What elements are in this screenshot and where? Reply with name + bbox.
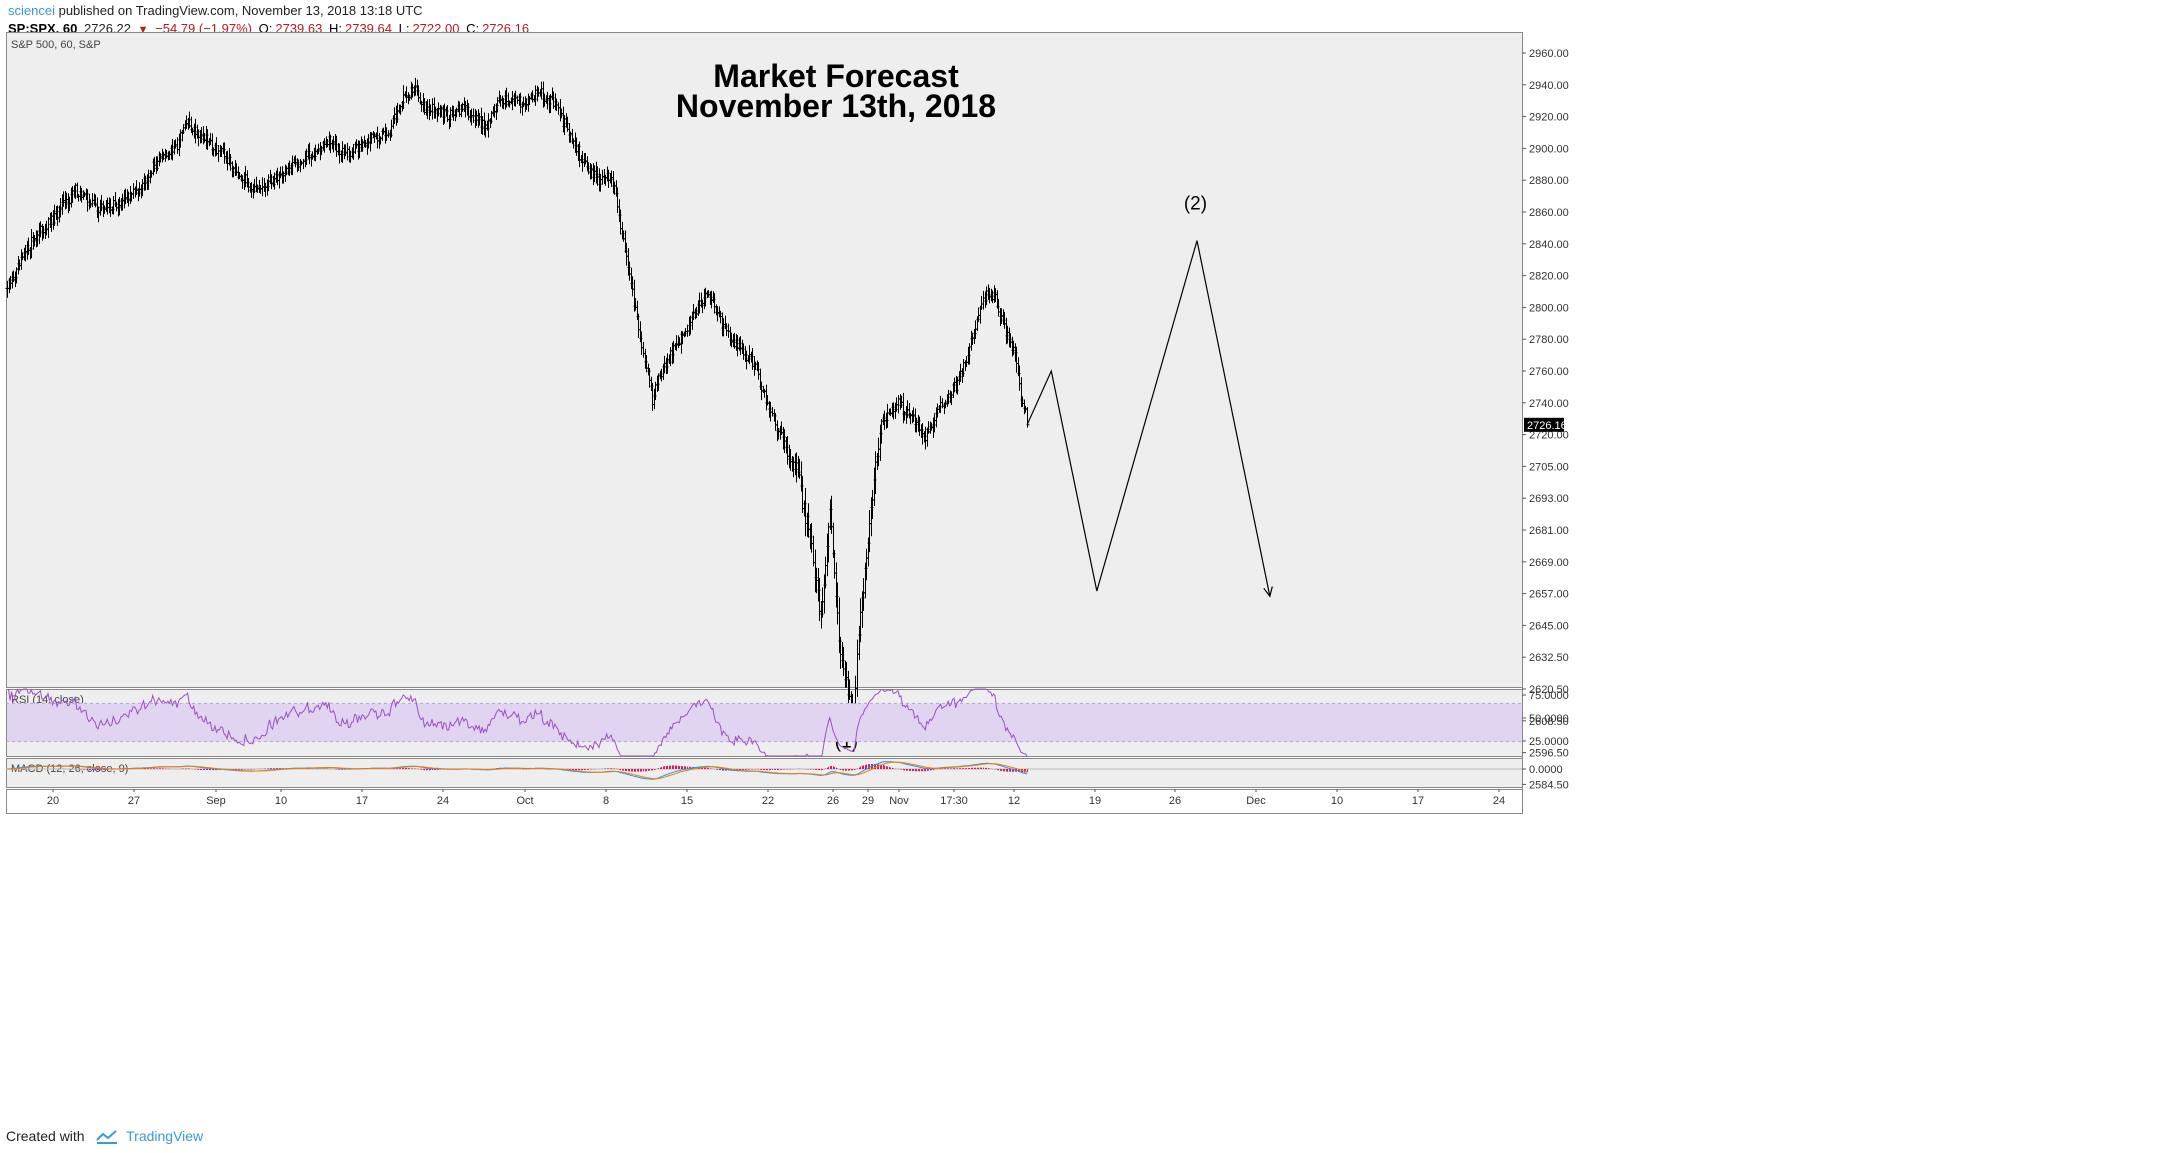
x-axis-label: 27 xyxy=(128,795,140,807)
x-axis-label: 26 xyxy=(827,795,839,807)
y-axis-label: 2860.00 xyxy=(1529,207,1569,219)
rsi-line xyxy=(8,688,1028,757)
y-axis-label: 2584.50 xyxy=(1529,779,1569,791)
x-axis-label: 29 xyxy=(862,795,874,807)
x-axis-label: 17 xyxy=(1412,795,1424,807)
chart-subtitle: November 13th, 2018 xyxy=(676,88,996,124)
x-axis-label: 17 xyxy=(356,795,368,807)
y-axis-label: 2693.00 xyxy=(1529,493,1569,505)
macd-axis-label: 0.0000 xyxy=(1529,764,1563,776)
rsi-band xyxy=(7,703,1522,742)
footer: Created with TradingView xyxy=(6,1128,204,1145)
publish-header: sciencei published on TradingView.com, N… xyxy=(8,3,423,18)
y-axis-label: 2960.00 xyxy=(1529,48,1569,60)
author-link[interactable]: sciencei xyxy=(8,3,55,18)
x-axis-label: Dec xyxy=(1246,795,1266,807)
y-axis-label: 2800.00 xyxy=(1529,302,1569,314)
x-axis-label: 24 xyxy=(1493,795,1505,807)
created-with-text: Created with xyxy=(6,1128,85,1144)
y-axis-label: 2705.00 xyxy=(1529,461,1569,473)
time-axis-area xyxy=(6,789,1522,813)
y-axis-label: 2920.00 xyxy=(1529,112,1569,124)
last-price-box xyxy=(1524,417,1564,432)
y-axis-label: 2608.50 xyxy=(1529,716,1569,728)
x-axis-label: 19 xyxy=(1089,795,1101,807)
y-axis-label: 2657.00 xyxy=(1529,589,1569,601)
y-axis-label: 2940.00 xyxy=(1529,80,1569,92)
y-axis-label: 2880.00 xyxy=(1529,175,1569,187)
x-axis-label: 17:30 xyxy=(940,795,968,807)
x-axis-label: 12 xyxy=(1008,795,1020,807)
rsi-pane-label: RSI (14, close) xyxy=(11,694,84,706)
wave-label-2: (2) xyxy=(1184,193,1207,214)
tradingview-link[interactable]: TradingView xyxy=(126,1128,204,1144)
ohlc-bars xyxy=(5,77,1030,722)
forecast-line xyxy=(1026,240,1271,597)
last-price-label: 2726.16 xyxy=(1527,420,1567,432)
x-axis-label: Nov xyxy=(889,795,909,807)
x-axis-label: 10 xyxy=(275,795,287,807)
y-axis-label: 2681.00 xyxy=(1529,525,1569,537)
y-axis-label: 2740.00 xyxy=(1529,398,1569,410)
chart-title: Market Forecast xyxy=(713,58,959,94)
x-axis-label: 26 xyxy=(1169,795,1181,807)
y-axis-label: 2645.00 xyxy=(1529,620,1569,632)
y-axis-label: 2900.00 xyxy=(1529,143,1569,155)
x-axis-label: 8 xyxy=(603,795,609,807)
price-pane-label: S&P 500, 60, S&P xyxy=(11,39,101,51)
x-axis-label: 20 xyxy=(47,795,59,807)
y-axis-label: 2620.50 xyxy=(1529,684,1569,696)
publish-text: published on TradingView.com, November 1… xyxy=(58,3,423,18)
x-axis-label: 24 xyxy=(437,795,449,807)
macd-signal-line xyxy=(7,761,1028,780)
y-axis-label: 2760.00 xyxy=(1529,366,1569,378)
y-axis-label: 2840.00 xyxy=(1529,239,1569,251)
x-axis-label: 10 xyxy=(1331,795,1343,807)
rsi-axis-label: 25.0000 xyxy=(1529,736,1569,748)
y-axis-label: 2820.00 xyxy=(1529,271,1569,283)
price-pane xyxy=(6,32,1522,687)
change-down-icon: ▼ xyxy=(137,24,149,36)
y-axis-label: 2780.00 xyxy=(1529,334,1569,346)
low-label: L: xyxy=(398,21,410,36)
forecast-arrow-head xyxy=(1263,586,1273,598)
rsi-axis-label: 75.0000 xyxy=(1529,690,1569,702)
x-axis-label: 15 xyxy=(681,795,693,807)
x-axis-label: Oct xyxy=(516,795,533,807)
tradingview-logo-icon xyxy=(96,1130,118,1145)
rsi-axis-label: 50.0000 xyxy=(1529,713,1569,725)
x-axis-label: 22 xyxy=(762,795,774,807)
y-axis-label: 2632.50 xyxy=(1529,652,1569,664)
y-axis-label: 2720.00 xyxy=(1529,430,1569,442)
x-axis-label: Sep xyxy=(206,795,226,807)
y-axis-label: 2669.00 xyxy=(1529,557,1569,569)
y-axis-label: 2596.50 xyxy=(1529,748,1569,760)
